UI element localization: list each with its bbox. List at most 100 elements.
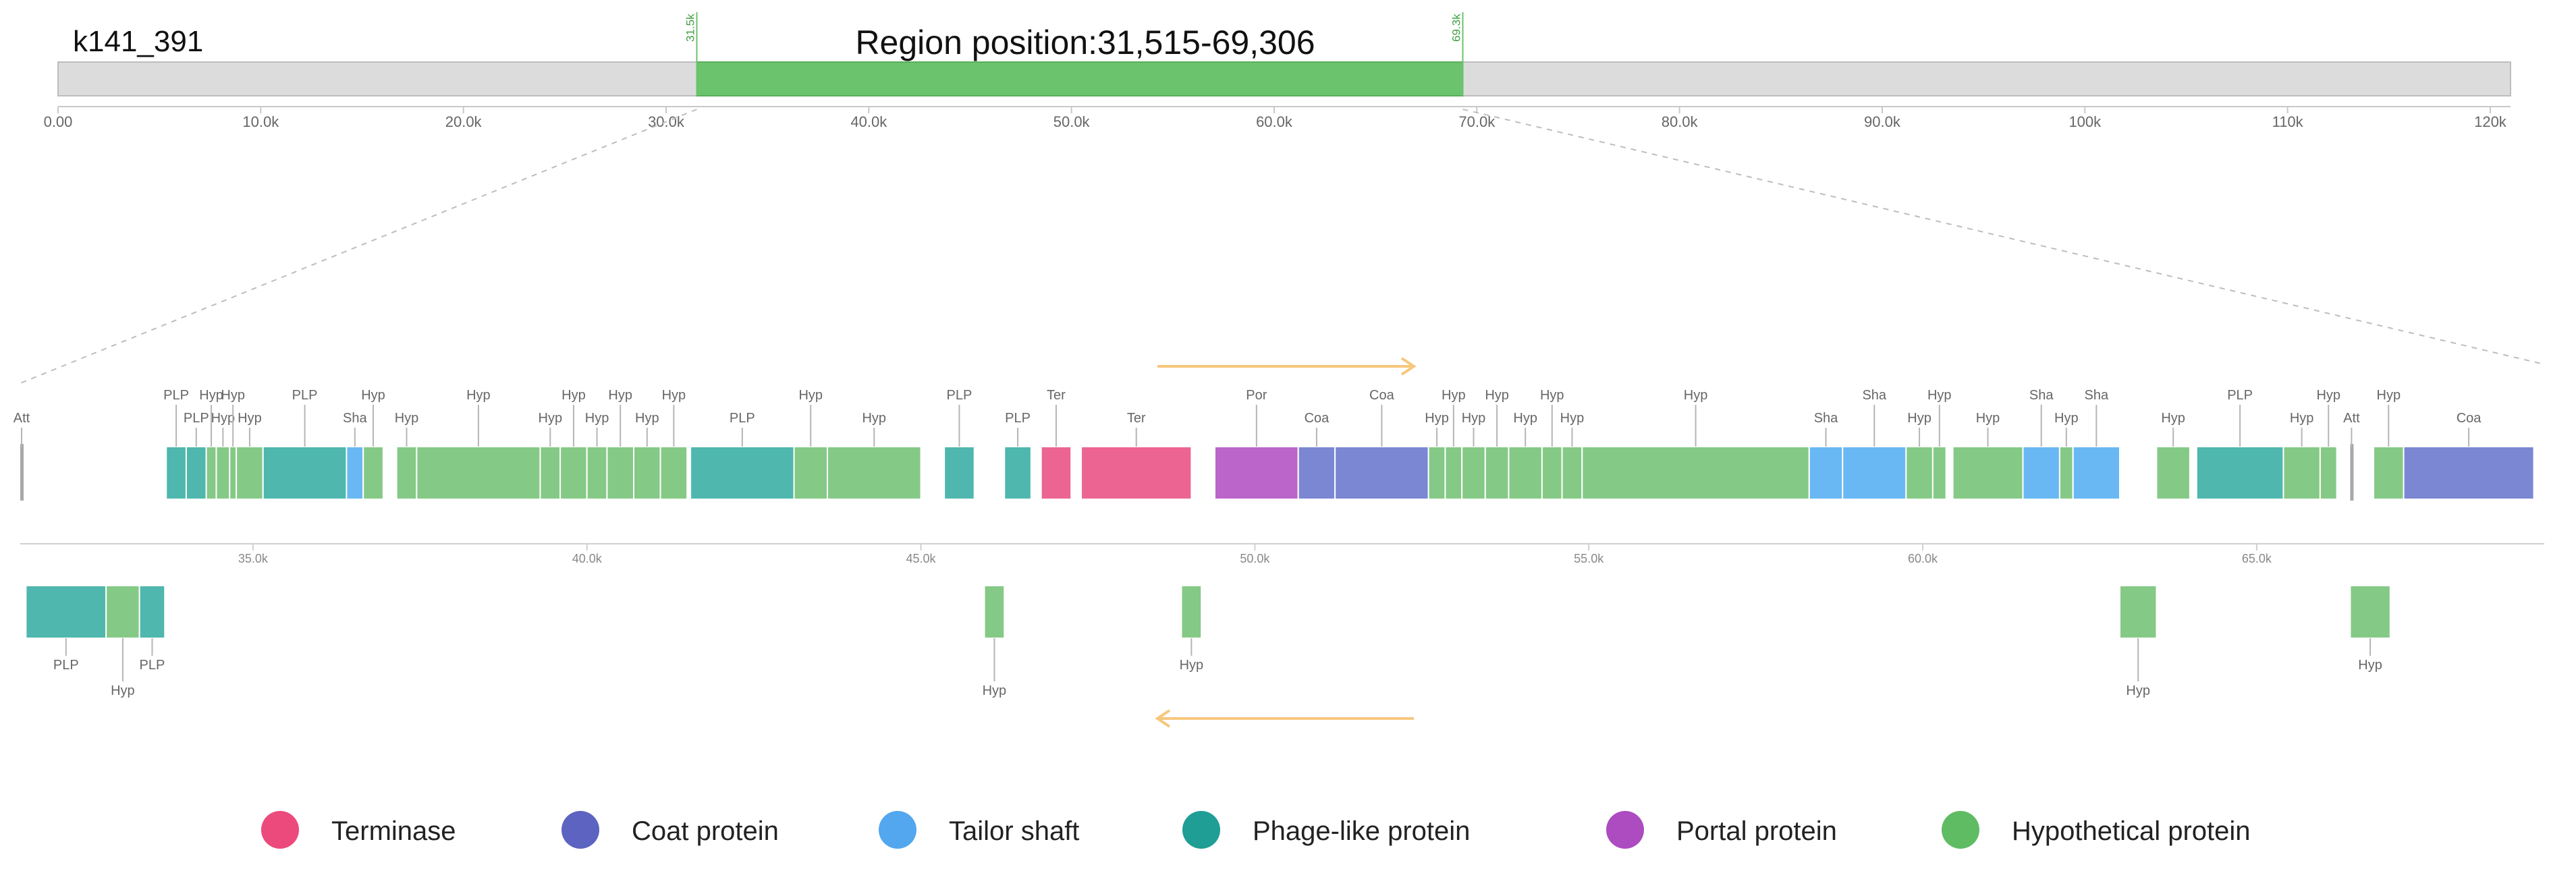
gene-phage xyxy=(262,446,348,500)
gene-label: Hyp xyxy=(608,388,632,403)
gene-hyp xyxy=(215,446,231,500)
gene-hyp xyxy=(362,446,384,500)
gene-label: Hyp xyxy=(2290,411,2314,426)
gene-label: Coa xyxy=(1369,388,1395,403)
gene-label: Hyp xyxy=(2358,658,2382,673)
legend-swatch-portal xyxy=(1606,811,1644,849)
gene-label: Ter xyxy=(1127,411,1146,426)
region-tick-label: 65.0k xyxy=(2242,552,2272,565)
legend-swatch-shaft xyxy=(879,811,916,849)
gene-label: Hyp xyxy=(635,411,659,426)
overview-tick-label: 80.0k xyxy=(1662,113,1699,130)
reverse-strand-arrow xyxy=(1155,709,1414,728)
gene-hyp xyxy=(1541,446,1563,500)
legend-item-portal: Portal protein xyxy=(1606,811,1837,849)
legend-items: Terminase Coat protein Tailor shaft Phage-l… xyxy=(261,811,2251,849)
gene-label: Sha xyxy=(1862,388,1886,403)
region-axis: 35.0k 40.0k 45.0k 50.0k 55.0k 60.0k 65.0k xyxy=(20,543,2544,565)
overview-tick-label: 110k xyxy=(2272,113,2304,130)
gene-label: PLP xyxy=(292,388,318,403)
gene-hyp xyxy=(539,446,561,500)
gene-hyp xyxy=(1905,446,1934,500)
gene-label: Coa xyxy=(1305,411,1330,426)
gene-hyp xyxy=(1561,446,1583,500)
gene-label: Hyp xyxy=(2054,411,2079,426)
zoom-line-right xyxy=(1462,109,2545,365)
legend-swatch-hyp xyxy=(1942,811,1979,849)
gene-label: Hyp xyxy=(2126,683,2150,698)
gene-hyp xyxy=(826,446,922,500)
gene-label: Hyp xyxy=(199,388,223,403)
gene-hyp xyxy=(586,446,608,500)
region-tick-label: 45.0k xyxy=(906,552,937,565)
gene-label: Hyp xyxy=(111,683,135,698)
gene-label: Sha xyxy=(343,411,367,426)
gene-hyp xyxy=(1444,446,1463,500)
gene-coat xyxy=(1297,446,1336,500)
gene-phage xyxy=(1004,446,1032,500)
gene-coat xyxy=(2403,446,2535,500)
gene-portal xyxy=(1213,446,1299,500)
gene-phage xyxy=(185,446,207,500)
region-tick-label: 35.0k xyxy=(238,552,269,565)
gene-label: Hyp xyxy=(221,388,245,403)
region-tick-label: 50.0k xyxy=(1240,552,1270,565)
gene-label: Att xyxy=(2343,411,2360,426)
region-tick-label: 55.0k xyxy=(1574,552,1604,565)
gene-label: Hyp xyxy=(1976,411,2000,426)
gene-hyp xyxy=(983,585,1006,639)
gene-hyp xyxy=(2156,446,2191,500)
legend-item-terminase: Terminase xyxy=(261,811,456,849)
gene-hyp xyxy=(793,446,828,500)
gene-hyp xyxy=(1952,446,2024,500)
gene-hyp xyxy=(659,446,688,500)
gene-label: Sha xyxy=(2085,388,2109,403)
gene-hyp xyxy=(1581,446,1810,500)
gene-hyp xyxy=(236,446,264,500)
gene-label: PLP xyxy=(163,388,189,403)
gene-coat xyxy=(1334,446,1429,500)
gene-label: Hyp xyxy=(1927,388,1952,403)
selected-region xyxy=(696,61,1464,96)
gene-terminase xyxy=(1040,446,1072,500)
gene-label: Att xyxy=(13,411,30,426)
gene-hyp xyxy=(2282,446,2321,500)
legend-swatch-terminase xyxy=(261,811,299,849)
gene-shaft xyxy=(1842,446,1907,500)
gene-label: Hyp xyxy=(2377,388,2401,403)
gene-hyp xyxy=(395,446,418,500)
forward-strand-arrow xyxy=(1157,357,1417,376)
contig-overview: 31.5k69.3k0.0010.0k20.0k30.0k40.0k50.0k6… xyxy=(44,12,2511,130)
gene-hyp xyxy=(2373,446,2405,500)
region-tick-label: 40.0k xyxy=(572,552,603,565)
overview-tick-label: 50.0k xyxy=(1053,113,1091,130)
reverse-strand-genes: PLP Hyp PLP Hyp Hyp Hyp Hyp xyxy=(25,585,2391,698)
gene-shaft xyxy=(2072,446,2120,500)
gene-phage xyxy=(943,446,975,500)
zoom-connector-lines xyxy=(20,109,2545,384)
region-end-marker: 69.3k xyxy=(1450,13,1462,42)
gene-label: Hyp xyxy=(361,388,385,403)
gene-hyp xyxy=(1931,446,1947,500)
gene-att xyxy=(2350,444,2354,501)
gene-label: PLP xyxy=(947,388,972,403)
gene-phage xyxy=(165,446,187,500)
gene-shaft xyxy=(346,446,364,500)
gene-label: Hyp xyxy=(1684,388,1708,403)
legend-label-portal: Portal protein xyxy=(1676,816,1837,846)
legend-label-terminase: Terminase xyxy=(331,816,456,846)
gene-phage xyxy=(2195,446,2284,500)
gene-label: PLP xyxy=(53,658,79,673)
gene-label: Hyp xyxy=(1907,411,1931,426)
gene-hyp xyxy=(2058,446,2074,500)
gene-label: Sha xyxy=(1814,411,1838,426)
gene-label: PLP xyxy=(730,411,755,426)
contig-name: k141_391 xyxy=(73,25,203,58)
forward-strand-genes: AttPLPPLPHypHypHypHypPLPShaHypHypHypHypH… xyxy=(13,388,2535,501)
gene-label: Ter xyxy=(1047,388,1066,403)
overview-tick-label: 90.0k xyxy=(1864,113,1901,130)
gene-hyp xyxy=(606,446,634,500)
gene-terminase xyxy=(1080,446,1193,500)
